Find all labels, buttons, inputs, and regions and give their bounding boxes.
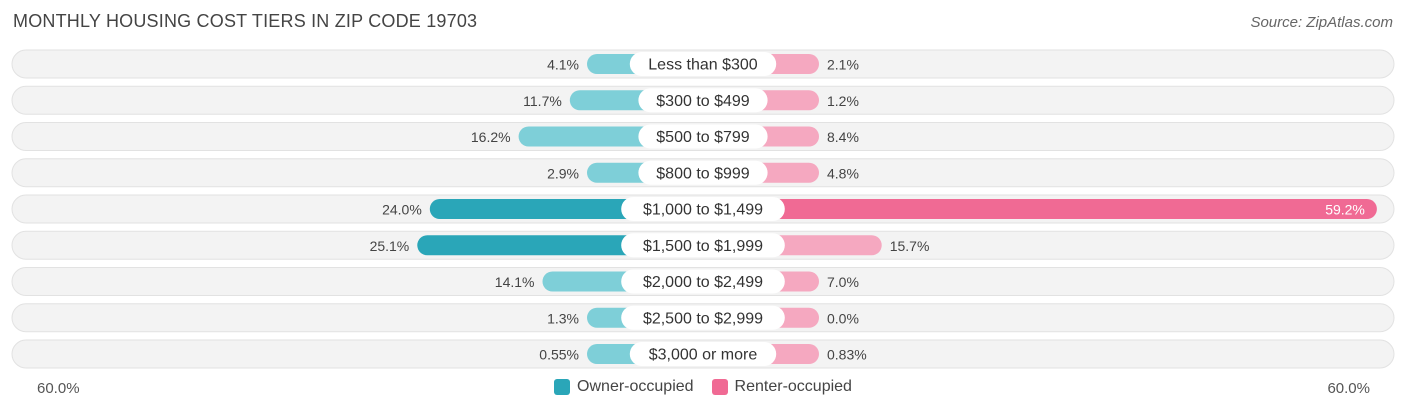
category-label: $1,500 to $1,999	[643, 238, 763, 255]
owner-value-label: 11.7%	[523, 93, 562, 109]
legend: Owner-occupied Renter-occupied	[0, 378, 1406, 396]
category-pill	[638, 160, 768, 185]
category-pill	[638, 124, 768, 149]
category-pill	[638, 88, 768, 113]
axis-max-label: 60.0%	[1327, 380, 1370, 397]
category-pill	[629, 52, 777, 76]
owner-value-label: 24.0%	[382, 202, 422, 218]
owner-value-label: 4.1%	[547, 57, 579, 73]
legend-item-owner: Owner-occupied	[554, 378, 694, 396]
owner-value-label: 1.3%	[547, 310, 579, 326]
legend-label-owner: Owner-occupied	[577, 378, 694, 395]
renter-value-label: 2.1%	[827, 57, 859, 73]
renter-value-label: 59.2%	[1325, 202, 1365, 218]
category-label: $300 to $499	[656, 93, 750, 110]
owner-value-label: 2.9%	[547, 165, 579, 181]
category-pill	[629, 342, 777, 366]
category-pill	[621, 233, 785, 258]
axis-min-label: 60.0%	[37, 380, 80, 397]
legend-label-renter: Renter-occupied	[734, 378, 852, 395]
renter-value-label: 15.7%	[890, 238, 930, 254]
chart-source: Source: ZipAtlas.com	[1250, 14, 1393, 31]
chart-title: MONTHLY HOUSING COST TIERS IN ZIP CODE 1…	[13, 11, 478, 31]
category-label: $800 to $999	[656, 165, 750, 182]
renter-value-label: 0.83%	[827, 347, 867, 363]
category-pill	[621, 269, 785, 294]
renter-value-label: 7.0%	[827, 274, 859, 290]
category-label: $2,500 to $2,999	[643, 310, 763, 327]
category-label: $500 to $799	[656, 129, 750, 146]
owner-value-label: 0.55%	[539, 347, 579, 363]
category-label: Less than $300	[648, 57, 758, 74]
renter-value-label: 8.4%	[827, 129, 859, 145]
category-pill	[621, 197, 785, 221]
renter-value-label: 0.0%	[827, 310, 859, 326]
owner-value-label: 14.1%	[495, 274, 535, 290]
category-label: $3,000 or more	[649, 347, 758, 364]
renter-value-label: 4.8%	[827, 165, 859, 181]
category-pill	[621, 305, 785, 330]
owner-value-label: 16.2%	[471, 129, 511, 145]
category-label: $1,000 to $1,499	[643, 202, 763, 219]
category-label: $2,000 to $2,499	[643, 274, 763, 291]
owner-value-label: 25.1%	[370, 238, 410, 254]
renter-value-label: 1.2%	[827, 93, 859, 109]
legend-swatch-renter	[711, 379, 728, 395]
legend-swatch-owner	[554, 379, 571, 395]
renter-bar	[703, 199, 1377, 219]
legend-item-renter: Renter-occupied	[711, 378, 852, 396]
